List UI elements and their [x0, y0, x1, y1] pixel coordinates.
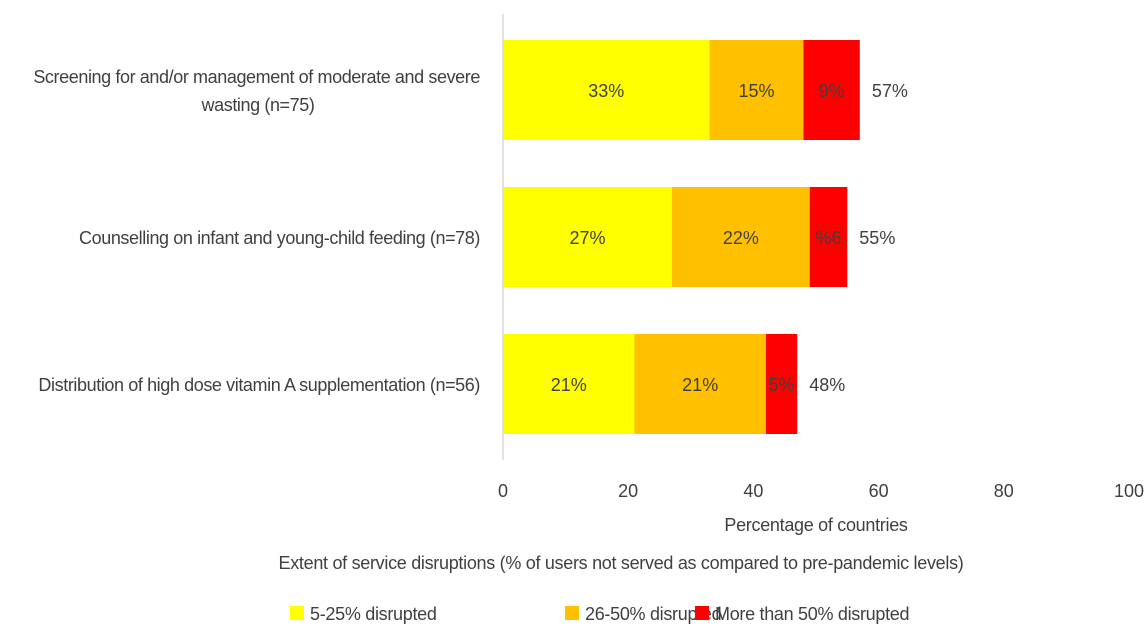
x-tick-label: 80 [994, 481, 1014, 501]
x-tick-label: 0 [498, 481, 508, 501]
x-axis-title: Percentage of countries [724, 515, 908, 535]
bar-value-label: 15% [739, 81, 775, 101]
bar-value-label: %6 [816, 228, 842, 248]
x-tick-label: 60 [869, 481, 889, 501]
legend-swatch [290, 606, 304, 620]
category-label: Counselling on infant and young-child fe… [79, 228, 480, 248]
bar-segment-1-3 [803, 40, 860, 140]
x-tick-label: 40 [743, 481, 763, 501]
legend-label: More than 50% disrupted [715, 604, 909, 624]
bar-total-label: 48% [809, 375, 845, 395]
bar-total-label: 55% [859, 228, 895, 248]
category-label: Screening for and/or management of moder… [33, 67, 480, 87]
category-label: Distribution of high dose vitamin A supp… [38, 375, 480, 395]
chart-subtitle: Extent of service disruptions (% of user… [279, 553, 964, 573]
bars-layer: 33% 15% 9% 57% 27% 22% %6 55% 21% 21% 5% 48% [503, 40, 908, 434]
category-labels: Screening for and/or management of moder… [33, 67, 480, 395]
legend-label: 26-50% disrupted [585, 604, 721, 624]
x-tick-labels: 0 20 40 60 80 100 [498, 481, 1144, 501]
bar-value-label: 21% [682, 375, 718, 395]
bar-segment-1-1 [503, 40, 710, 140]
bar-segment-3-1 [503, 334, 635, 434]
bar-total-label: 57% [872, 81, 908, 101]
bar-value-label: 21% [551, 375, 587, 395]
category-label: wasting (n=75) [201, 95, 315, 115]
bar-segment-3-3 [765, 334, 798, 434]
legend-label: 5-25% disrupted [310, 604, 437, 624]
bar-value-label: 27% [569, 228, 605, 248]
bar-value-label: 22% [723, 228, 759, 248]
legend-swatch [565, 606, 579, 620]
bar-segment-2-1 [503, 187, 673, 287]
bar-segment-3-2 [634, 334, 766, 434]
x-tick-label: 20 [618, 481, 638, 501]
bar-segment-2-3 [809, 187, 848, 287]
legend-swatch [695, 606, 709, 620]
x-tick-label: 100 [1114, 481, 1144, 501]
bar-value-label: 33% [588, 81, 624, 101]
bar-segment-1-2 [709, 40, 804, 140]
bar-value-label: 9% [819, 81, 845, 101]
bar-segment-2-2 [672, 187, 810, 287]
bar-value-label: 5% [769, 375, 795, 395]
